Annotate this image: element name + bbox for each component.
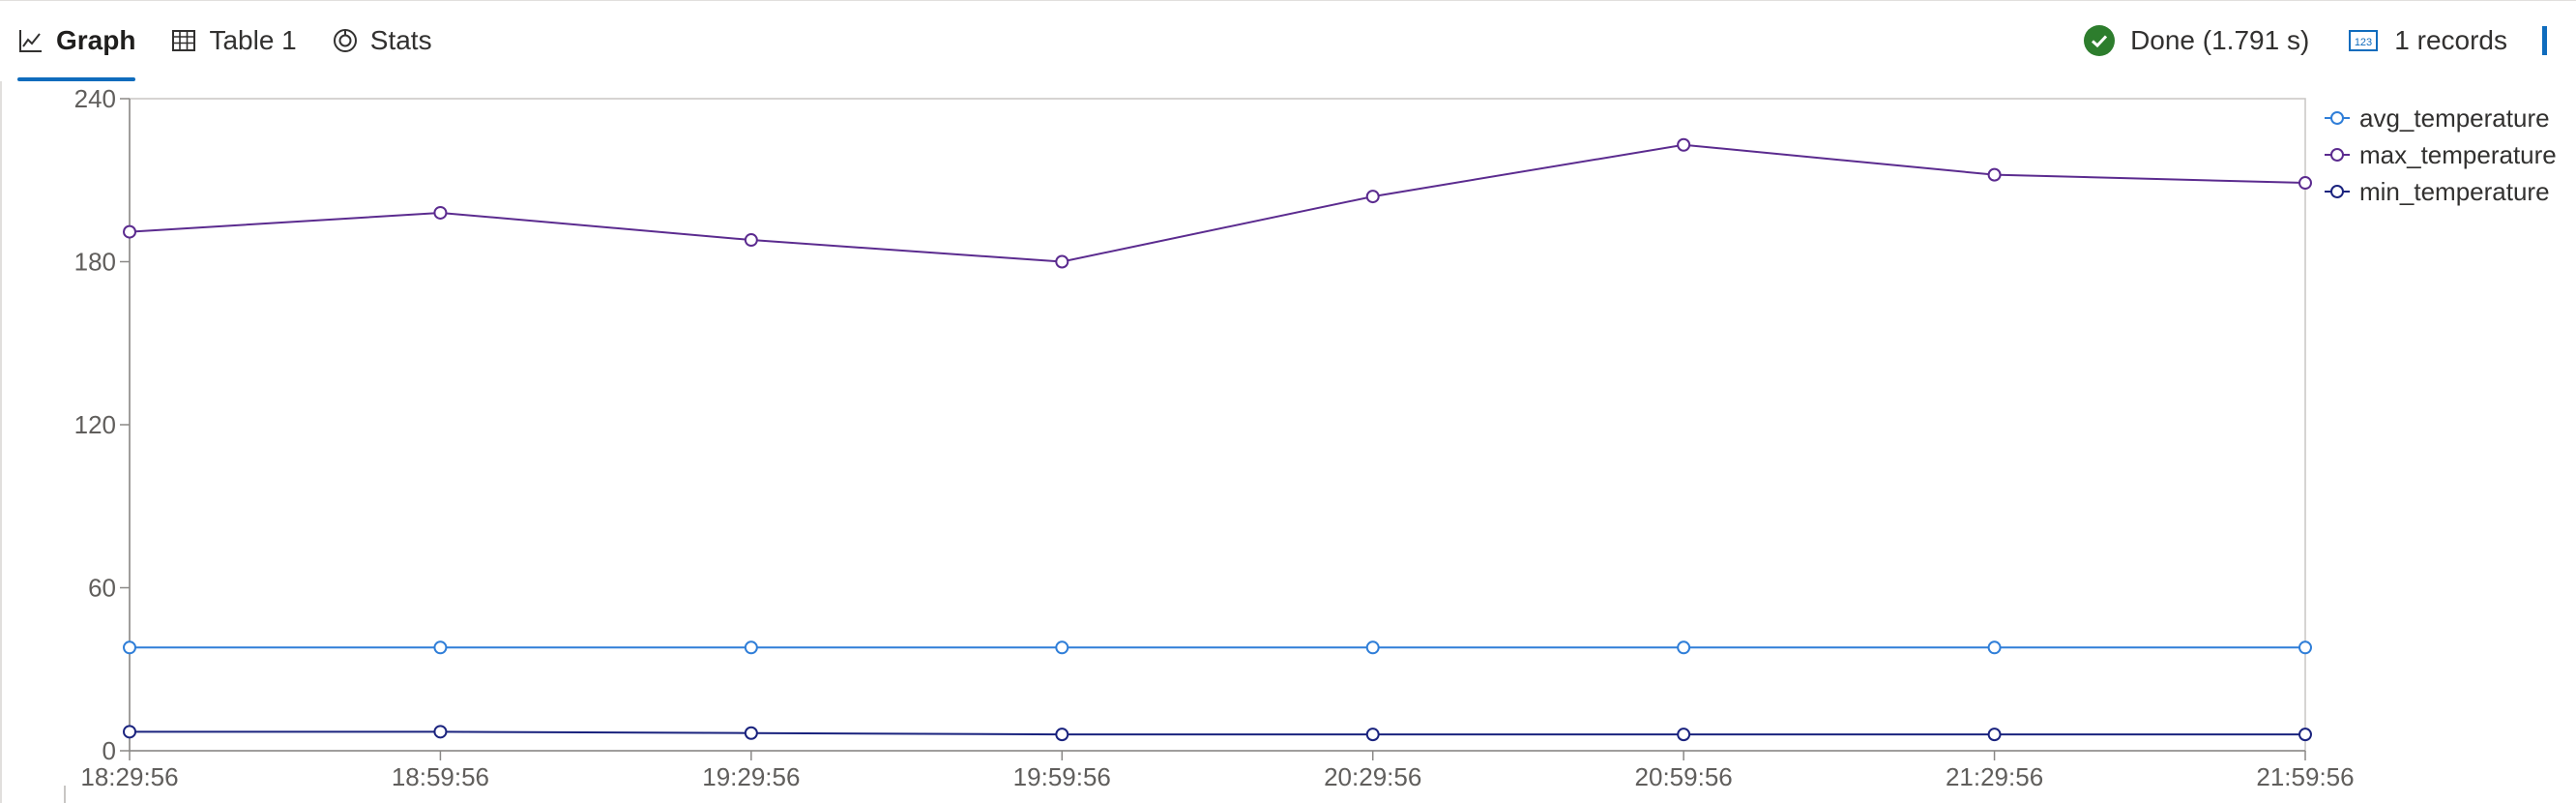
x-tick-label: 20:29:56: [1324, 762, 1421, 791]
table-icon: [170, 27, 197, 54]
legend-label: max_temperature: [2359, 140, 2557, 169]
x-tick-label: 20:59:56: [1635, 762, 1733, 791]
data-point-max_temperature[interactable]: [123, 224, 136, 239]
tab-stats[interactable]: Stats: [314, 0, 450, 81]
legend-swatch-marker: [2330, 185, 2344, 198]
top-border: [0, 0, 2576, 1]
data-point-min_temperature[interactable]: [1987, 728, 2002, 742]
data-point-min_temperature[interactable]: [1365, 728, 1380, 742]
success-check-icon: [2084, 25, 2116, 56]
records-count: 123 1 records: [2348, 25, 2507, 56]
data-point-min_temperature[interactable]: [123, 725, 136, 739]
line-chart-icon: [17, 27, 44, 54]
data-point-avg_temperature[interactable]: [433, 640, 448, 655]
line-chart: 0 60 120 180 240 18:29:56 18:59:56 19:29:56 19:5…: [74, 84, 2557, 791]
legend-label: avg_temperature: [2359, 104, 2550, 133]
data-point-max_temperature[interactable]: [1987, 167, 2002, 182]
y-tick-label: 240: [74, 84, 116, 113]
y-tick-label: 180: [74, 248, 116, 277]
data-point-avg_temperature[interactable]: [123, 640, 136, 655]
data-point-avg_temperature[interactable]: [1987, 640, 2002, 655]
tab-table-1-label: Table 1: [209, 25, 297, 55]
series-line-max_temperature: [129, 143, 2306, 263]
data-point-avg_temperature[interactable]: [744, 640, 758, 655]
data-point-min_temperature[interactable]: [1055, 728, 1069, 742]
data-point-max_temperature[interactable]: [1055, 254, 1069, 269]
series-line-min_temperature: [130, 730, 2305, 736]
data-point-max_temperature[interactable]: [433, 205, 448, 220]
tab-graph[interactable]: Graph: [0, 0, 153, 81]
query-status-bar: Done (1.791 s) 123 1 records: [2045, 0, 2547, 81]
number-icon: 123: [2348, 25, 2379, 56]
y-tick-label: 60: [88, 574, 116, 603]
legend-swatch-marker: [2330, 148, 2344, 162]
legend-item-avg_temperature[interactable]: avg_temperature: [2325, 104, 2550, 133]
data-point-max_temperature[interactable]: [744, 233, 758, 248]
x-tick-label: 18:29:56: [80, 762, 178, 791]
data-point-avg_temperature[interactable]: [2298, 640, 2312, 655]
tab-graph-label: Graph: [56, 25, 136, 55]
tab-table-1[interactable]: Table 1: [153, 0, 313, 81]
x-tick-label: 19:29:56: [702, 762, 800, 791]
left-divider: [0, 81, 2, 803]
result-tabs: Graph Table 1 Stats: [0, 0, 450, 81]
x-tick-label: 21:29:56: [1946, 762, 2043, 791]
data-point-min_temperature[interactable]: [2298, 728, 2312, 742]
x-tick-label: 18:59:56: [392, 762, 489, 791]
data-point-avg_temperature[interactable]: [1365, 640, 1380, 655]
legend-item-max_temperature[interactable]: max_temperature: [2325, 140, 2557, 169]
y-tick-label: 120: [74, 410, 116, 439]
data-point-min_temperature[interactable]: [1677, 728, 1691, 742]
y-tick-label: 0: [102, 736, 116, 765]
data-point-max_temperature[interactable]: [1677, 137, 1691, 152]
svg-text:123: 123: [2355, 37, 2372, 48]
data-point-max_temperature[interactable]: [2298, 176, 2312, 191]
legend-swatch-marker: [2330, 111, 2344, 125]
done-status: Done (1.791 s): [2084, 25, 2309, 56]
data-point-max_temperature[interactable]: [1365, 190, 1380, 204]
done-status-label: Done (1.791 s): [2130, 25, 2310, 55]
x-tick-label: 21:59:56: [2256, 762, 2354, 791]
stats-icon: [332, 27, 359, 54]
resize-mark: [64, 786, 66, 803]
panel-edge-indicator: [2542, 26, 2547, 55]
records-count-label: 1 records: [2394, 25, 2507, 55]
data-point-avg_temperature[interactable]: [1055, 640, 1069, 655]
tab-stats-label: Stats: [369, 25, 432, 55]
data-point-avg_temperature[interactable]: [1677, 640, 1691, 655]
legend-item-min_temperature[interactable]: min_temperature: [2325, 177, 2550, 206]
legend-label: min_temperature: [2359, 177, 2550, 206]
x-tick-label: 19:59:56: [1013, 762, 1111, 791]
data-point-min_temperature[interactable]: [744, 726, 758, 740]
data-point-min_temperature[interactable]: [433, 725, 448, 739]
